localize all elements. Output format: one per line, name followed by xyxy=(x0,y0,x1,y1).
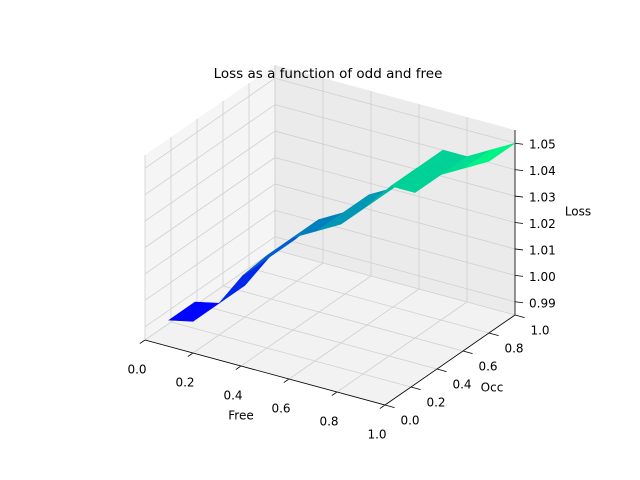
tick-mark xyxy=(514,222,524,224)
grid-line xyxy=(274,183,516,250)
surface-patch xyxy=(168,301,220,322)
tick-mark xyxy=(514,195,524,198)
grid-line xyxy=(274,209,516,276)
z-axis-label: Loss xyxy=(565,205,591,219)
axis-line xyxy=(384,314,516,406)
tick-mark xyxy=(462,350,473,354)
grid-line xyxy=(274,236,516,303)
tick-mark xyxy=(488,332,499,336)
grid-line xyxy=(222,285,464,352)
tick-mark xyxy=(283,378,290,383)
tick-mark xyxy=(514,274,524,277)
surface-patch xyxy=(316,205,368,232)
x-tick-label: 0.0 xyxy=(127,363,146,377)
x-tick-label: 0.2 xyxy=(175,376,194,390)
grid-line xyxy=(144,183,276,275)
tick-mark xyxy=(410,386,421,390)
y-axis-label: Occ xyxy=(481,381,504,395)
grid-line xyxy=(144,77,276,169)
y-tick-label: 0.0 xyxy=(400,414,419,428)
tick-mark xyxy=(235,365,242,370)
surface-patch xyxy=(464,142,516,169)
tick-mark xyxy=(187,352,194,357)
grid-line xyxy=(274,77,516,144)
axis-line xyxy=(144,339,386,406)
tick-mark xyxy=(379,404,386,409)
grid-line xyxy=(274,130,516,197)
x-tick-label: 0.4 xyxy=(223,389,242,403)
y-tick-label: 0.8 xyxy=(504,342,523,356)
grid-line xyxy=(144,104,276,195)
y-tick-label: 0.2 xyxy=(426,396,445,410)
z-tick-label: 1.01 xyxy=(529,243,556,257)
tick-mark xyxy=(514,314,525,318)
grid-line xyxy=(170,321,412,388)
tick-mark xyxy=(139,339,146,344)
grid-line xyxy=(144,249,276,341)
x-tick-label: 0.8 xyxy=(319,415,338,429)
z-tick-label: 0.99 xyxy=(529,296,556,310)
grid-line xyxy=(144,210,276,301)
grid-line xyxy=(144,157,276,248)
grid-line xyxy=(144,236,276,328)
tick-mark xyxy=(384,404,395,408)
tick-mark xyxy=(514,142,524,145)
z-tick-label: 1.02 xyxy=(529,217,556,231)
chart-title: Loss as a function of odd and free xyxy=(214,66,443,82)
grid-line xyxy=(274,249,516,316)
grid-line xyxy=(192,262,324,354)
x-tick-label: 1.0 xyxy=(367,428,386,442)
y-tick-label: 0.6 xyxy=(478,360,497,374)
surface-patch xyxy=(390,167,442,193)
grid-line xyxy=(248,267,490,334)
x-tick-label: 0.6 xyxy=(271,402,290,416)
z-tick-label: 1.00 xyxy=(529,270,556,284)
tick-mark xyxy=(514,248,524,251)
tick-mark xyxy=(436,368,447,372)
x-axis-label: Free xyxy=(228,409,253,423)
z-tick-label: 1.04 xyxy=(529,164,556,178)
grid-line xyxy=(196,303,438,370)
y-tick-label: 1.0 xyxy=(530,324,549,338)
y-tick-label: 0.4 xyxy=(452,378,471,392)
grid-line xyxy=(274,157,516,223)
grid-line xyxy=(288,288,420,380)
tick-mark xyxy=(331,391,338,396)
grid-line xyxy=(240,275,372,367)
surface-patch xyxy=(242,237,294,276)
grid-line xyxy=(336,301,468,393)
tick-mark xyxy=(514,301,524,304)
tick-mark xyxy=(514,169,524,172)
grid-line xyxy=(144,130,276,222)
z-tick-label: 1.03 xyxy=(529,191,556,205)
z-tick-label: 1.05 xyxy=(529,138,556,152)
